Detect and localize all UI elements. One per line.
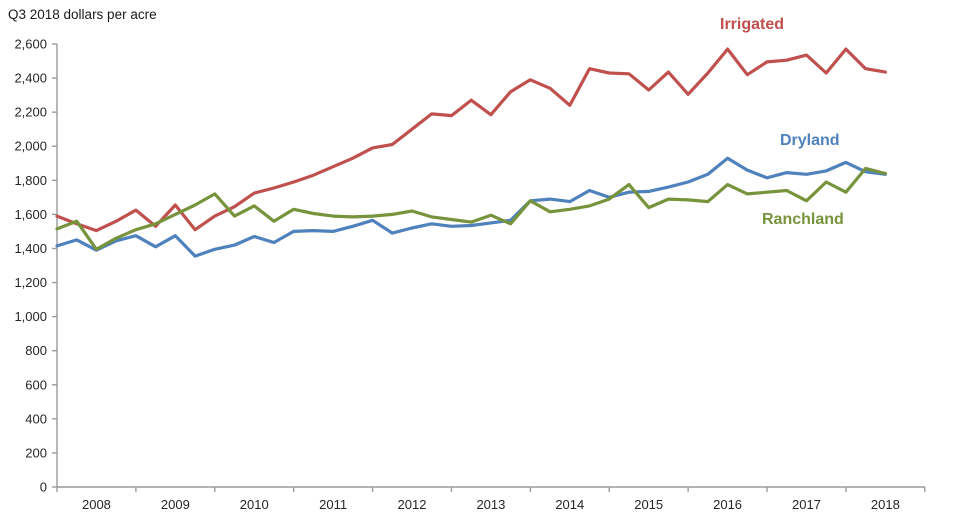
series-label-dryland: Dryland — [780, 132, 840, 149]
y-axis-tick-label: 2,000 — [14, 139, 47, 154]
series-label-ranchland: Ranchland — [762, 211, 844, 228]
x-axis-tick-label: 2009 — [161, 497, 190, 512]
x-axis-tick-label: 2013 — [476, 497, 505, 512]
y-axis-tick-label: 800 — [25, 343, 47, 358]
y-axis-tick-label: 600 — [25, 377, 47, 392]
x-axis-tick-label: 2011 — [319, 497, 347, 512]
x-axis-tick-label: 2008 — [82, 497, 111, 512]
irrigated-line — [55, 47, 888, 233]
y-axis-tick-label: 1,400 — [14, 241, 47, 256]
y-axis-tick-label: 0 — [40, 480, 47, 495]
x-axis-tick-label: 2017 — [792, 497, 821, 512]
x-axis-tick-label: 2014 — [555, 497, 584, 512]
series-label-irrigated: Irrigated — [720, 16, 785, 33]
y-axis-tick-label: 1,200 — [14, 275, 47, 290]
x-axis-tick-label: 2010 — [240, 497, 269, 512]
x-axis-tick-label: 2012 — [398, 497, 427, 512]
y-axis-tick-label: 400 — [25, 411, 47, 426]
y-axis-tick-label: 1,600 — [14, 207, 47, 222]
ranchland-line — [55, 166, 888, 251]
x-axis-tick-label: 2018 — [871, 497, 900, 512]
dryland-line — [55, 156, 888, 258]
x-axis-tick-label: 2015 — [634, 497, 663, 512]
y-axis-tick-label: 2,400 — [14, 71, 47, 86]
x-axis-tick-label: 2016 — [713, 497, 742, 512]
y-axis-tick-label: 200 — [25, 445, 47, 460]
y-axis-tick-label: 1,000 — [14, 309, 47, 324]
y-axis-tick-label: 1,800 — [14, 173, 47, 188]
chart-title: Q3 2018 dollars per acre — [8, 7, 157, 22]
y-axis-tick-label: 2,600 — [14, 37, 47, 52]
y-axis-tick-label: 2,200 — [14, 105, 47, 120]
